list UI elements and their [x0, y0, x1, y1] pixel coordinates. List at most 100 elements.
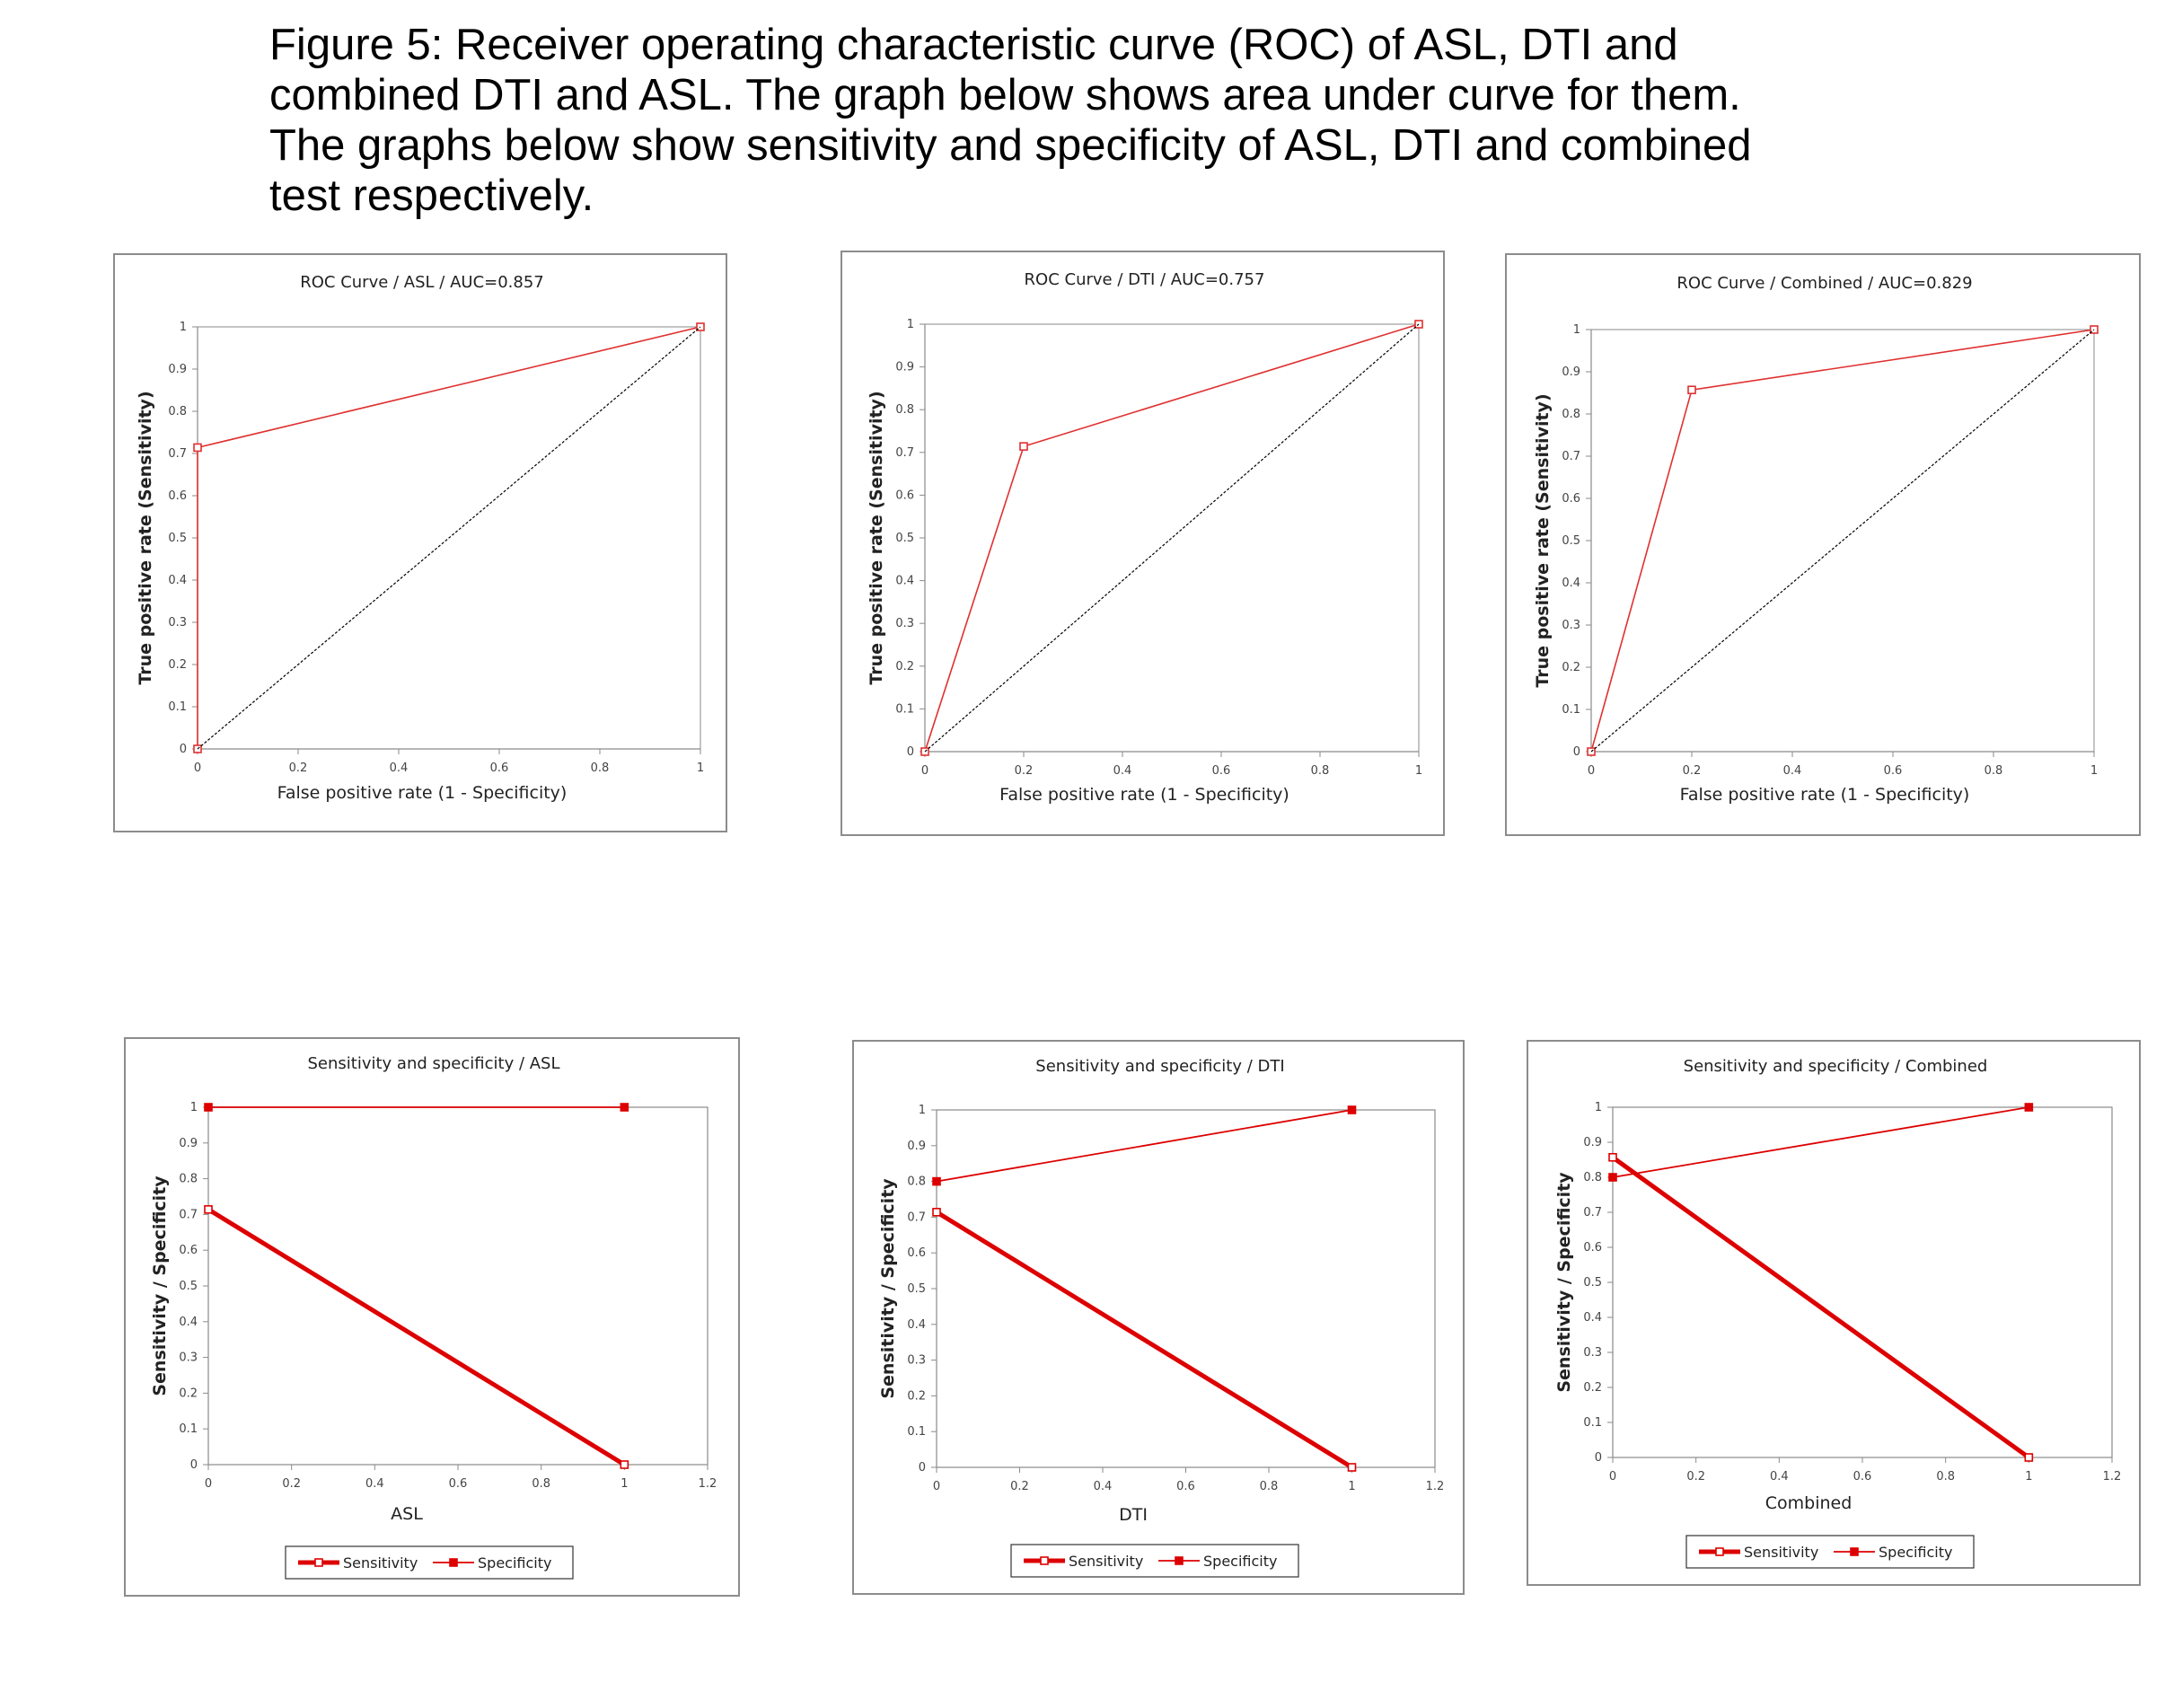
y-tick-label: 0 — [180, 743, 187, 756]
legend-marker — [449, 1558, 458, 1567]
y-tick-label: 0.9 — [1562, 365, 1580, 379]
x-tick-label: 0.8 — [1985, 764, 2003, 778]
x-tick-label: 0 — [1588, 764, 1595, 778]
x-tick-label: 0.6 — [1853, 1470, 1872, 1483]
y-tick-label: 0 — [1595, 1451, 1602, 1465]
x-tick-label: 0 — [921, 764, 928, 778]
y-tick-label: 0.7 — [907, 1211, 926, 1224]
roc-point — [1019, 442, 1028, 451]
legend-label: Sensitivity — [1069, 1553, 1143, 1570]
y-tick-label: 0.4 — [1562, 577, 1580, 590]
y-axis-label: True positive rate (Sensitivity) — [1533, 393, 1553, 687]
x-tick-label: 0.8 — [1260, 1480, 1279, 1493]
y-tick-label: 0.7 — [179, 1208, 198, 1221]
sens-point — [620, 1460, 629, 1469]
x-tick-label: 0.6 — [490, 762, 509, 775]
x-tick-label: 0.6 — [1176, 1480, 1195, 1493]
y-tick-label: 1 — [907, 318, 914, 331]
y-tick-label: 0.7 — [1562, 450, 1580, 463]
y-tick-label: 0.4 — [179, 1316, 198, 1329]
x-tick-label: 1 — [697, 762, 704, 775]
ss-dti-panel: Sensitivity and specificity / DTI 0 0.1 0.2… — [852, 1040, 1465, 1595]
y-tick-label: 0.2 — [168, 658, 187, 672]
roc-asl-svg: ROC Curve / ASL / AUC=0.857 0 0.1 0.2 0.3 0.4… — [136, 273, 705, 803]
y-tick-label: 0.9 — [907, 1140, 926, 1153]
reference-line — [924, 323, 1420, 753]
y-tick-label: 0.8 — [1562, 408, 1580, 421]
x-tick-label: 0.2 — [1010, 1480, 1029, 1493]
y-tick-label: 0.2 — [1562, 661, 1580, 674]
y-tick-label: 0.1 — [168, 700, 187, 714]
x-tick-label: 0.2 — [1686, 1470, 1705, 1483]
y-tick-label: 0.8 — [168, 405, 187, 418]
caption-line: The graphs below show sensitivity and sp… — [269, 121, 1752, 170]
spec-line — [936, 1109, 1352, 1183]
y-tick-label: 0.1 — [895, 702, 914, 716]
chart-title: ROC Curve / Combined / AUC=0.829 — [1677, 274, 1972, 293]
x-tick-label: 0.6 — [1212, 764, 1231, 778]
y-tick-label: 0.9 — [1583, 1136, 1602, 1149]
spec-point — [204, 1103, 213, 1112]
y-tick-label: 0.2 — [1583, 1381, 1602, 1395]
ss-asl-svg: Sensitivity and specificity / ASL 0 0.1 0.2… — [150, 1054, 717, 1580]
ss-combined-panel: Sensitivity and specificity / Combined 0 0… — [1527, 1040, 2141, 1586]
y-tick-label: 0.1 — [1583, 1416, 1602, 1430]
y-tick-label: 0.3 — [895, 617, 914, 630]
y-tick-label: 1 — [180, 321, 187, 334]
y-tick-label: 0.8 — [179, 1173, 198, 1186]
roc-line — [924, 323, 1420, 753]
y-tick-label: 0.5 — [168, 532, 187, 545]
x-tick-label: 1 — [2090, 764, 2098, 778]
sens-point — [1608, 1152, 1617, 1162]
sens-line — [935, 1210, 1353, 1470]
x-axis-label: DTI — [1119, 1505, 1148, 1525]
x-axis-label: False positive rate (1 - Specificity) — [1680, 785, 1970, 805]
x-axis-label: False positive rate (1 - Specificity) — [277, 783, 568, 803]
x-tick-label: 0.4 — [1783, 764, 1802, 778]
legend-label: Specificity — [478, 1554, 551, 1572]
sens-line — [207, 1207, 626, 1467]
plot-area — [207, 1106, 708, 1466]
y-tick-label: 0.5 — [895, 532, 914, 545]
legend-label: Specificity — [1203, 1553, 1277, 1570]
y-tick-label: 0 — [1573, 745, 1580, 759]
y-tick-label: 0.3 — [1562, 619, 1580, 632]
legend: Sensitivity Specificity — [1010, 1544, 1299, 1578]
legend-label: Sensitivity — [1744, 1544, 1818, 1561]
x-tick-label: 1 — [2025, 1470, 2032, 1483]
spec-point — [620, 1103, 629, 1112]
spec-point — [1608, 1173, 1617, 1182]
chart-title: Sensitivity and specificity / Combined — [1684, 1057, 1988, 1076]
y-tick-label: 0.9 — [179, 1137, 198, 1150]
x-tick-label: 0.4 — [390, 762, 409, 775]
reference-line — [197, 326, 701, 750]
y-axis-label: Sensitivity / Specificity — [1554, 1172, 1574, 1393]
spec-point — [932, 1176, 941, 1186]
sens-point — [932, 1208, 941, 1217]
y-axis-label: Sensitivity / Specificity — [878, 1178, 898, 1399]
sens-point — [2024, 1453, 2034, 1462]
x-tick-label: 0.2 — [1683, 764, 1702, 778]
y-tick-label: 1 — [919, 1104, 926, 1117]
roc-point — [1687, 385, 1696, 395]
x-tick-label: 0.2 — [289, 762, 308, 775]
roc-combined-panel: ROC Curve / Combined / AUC=0.829 0 0.1 0.2 0… — [1505, 253, 2141, 836]
legend: Sensitivity Specificity — [285, 1545, 574, 1580]
x-tick-label: 0.8 — [1936, 1470, 1955, 1483]
y-tick-label: 0.4 — [1583, 1311, 1602, 1325]
x-tick-label: 0.6 — [449, 1477, 468, 1491]
y-tick-label: 1 — [1595, 1101, 1602, 1114]
x-tick-label: 0 — [1609, 1470, 1616, 1483]
y-tick-label: 0.3 — [1583, 1346, 1602, 1360]
roc-asl-panel: ROC Curve / ASL / AUC=0.857 0 0.1 0.2 0.3 0.4… — [113, 253, 727, 832]
sens-point — [204, 1205, 213, 1214]
x-tick-label: 0.2 — [282, 1477, 301, 1491]
chart-title: Sensitivity and specificity / DTI — [1035, 1057, 1284, 1076]
roc-combined-svg: ROC Curve / Combined / AUC=0.829 0 0.1 0.2 0… — [1533, 274, 2099, 805]
chart-title: ROC Curve / ASL / AUC=0.857 — [300, 273, 544, 292]
x-tick-label: 1.2 — [1426, 1480, 1445, 1493]
y-tick-label: 0.8 — [907, 1175, 926, 1189]
legend-marker — [1850, 1547, 1859, 1556]
x-tick-label: 1 — [620, 1477, 628, 1491]
x-tick-label: 1 — [1415, 764, 1422, 778]
